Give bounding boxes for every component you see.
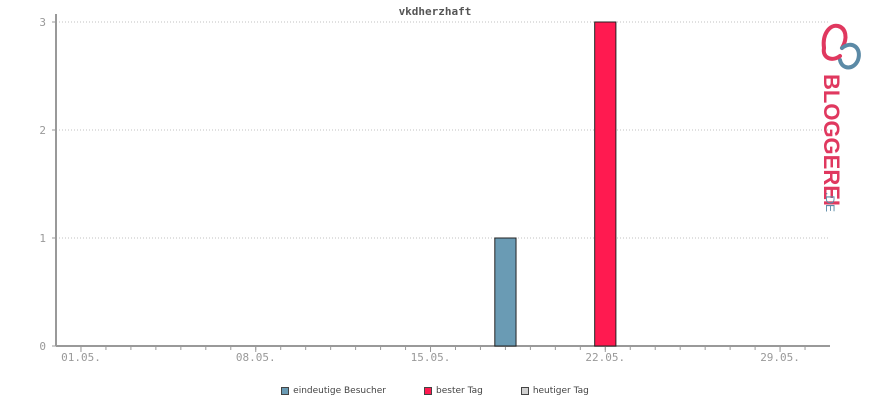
legend-item-unique-visitors: eindeutige Besucher bbox=[281, 386, 386, 396]
legend-swatch-unique-visitors bbox=[281, 387, 290, 395]
logo-mark-icon bbox=[821, 23, 861, 70]
legend-label-best-day: bester Tag bbox=[436, 386, 483, 396]
legend: eindeutige Besucher bester Tag heutiger … bbox=[0, 386, 870, 396]
y-tick-label: 2 bbox=[39, 124, 46, 137]
logo-text-suffix: .DE bbox=[823, 192, 837, 212]
legend-label-unique-visitors: eindeutige Besucher bbox=[293, 386, 386, 396]
y-tick-label: 1 bbox=[39, 232, 46, 245]
x-tick-label: 22.05. bbox=[585, 351, 625, 364]
x-tick-label: 15.05. bbox=[411, 351, 451, 364]
chart-title: vkdherzhaft bbox=[398, 5, 472, 18]
legend-item-today: heutiger Tag bbox=[520, 386, 589, 396]
bar bbox=[494, 237, 517, 347]
legend-swatch-best-day bbox=[424, 387, 432, 395]
x-tick-label: 08.05. bbox=[236, 351, 276, 364]
legend-item-best-day: bester Tag bbox=[424, 386, 483, 396]
x-tick-label: 01.05. bbox=[61, 351, 101, 364]
bloggerei-logo: BLOGGEREI .DE bbox=[819, 23, 861, 212]
bar bbox=[594, 21, 617, 347]
legend-swatch-today bbox=[520, 387, 529, 395]
legend-label-today: heutiger Tag bbox=[532, 386, 589, 396]
y-tick-label: 3 bbox=[39, 16, 46, 29]
y-tick-label: 0 bbox=[39, 340, 46, 353]
logo-text: BLOGGEREI bbox=[819, 74, 844, 206]
x-tick-label: 29.05. bbox=[760, 351, 800, 364]
